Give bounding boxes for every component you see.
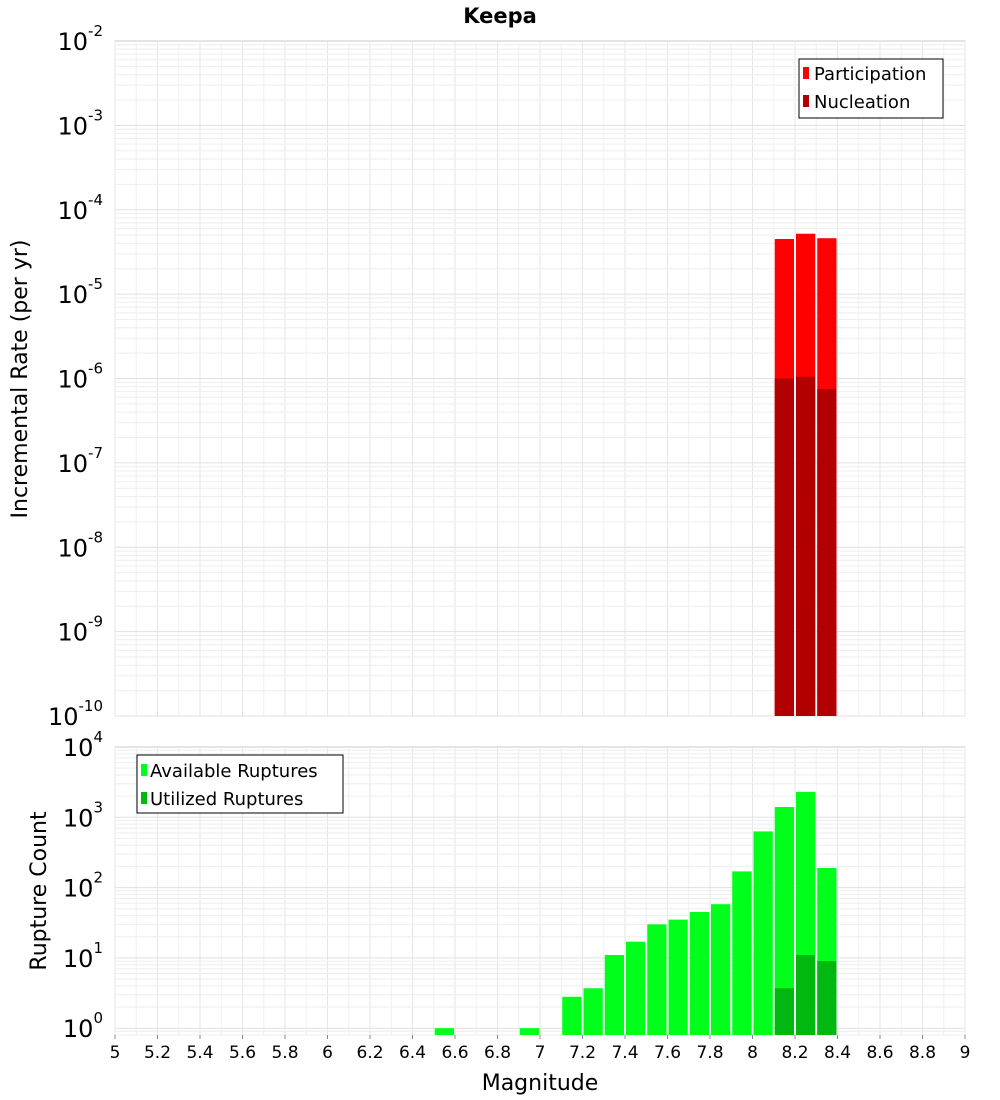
- x-axis-label: Magnitude: [482, 1071, 599, 1096]
- x-tick-label: 7.2: [569, 1043, 596, 1063]
- x-tick-label: 8: [747, 1043, 758, 1063]
- x-tick-label: 5.2: [144, 1043, 171, 1063]
- legend-participation-swatch: [803, 67, 809, 79]
- top-y-tick-label: 10-4: [57, 191, 103, 225]
- bottom-y-tick-label: 102: [63, 869, 103, 903]
- bottom-bar-available-ruptures: [626, 941, 646, 1035]
- x-tick-label: 5: [110, 1043, 121, 1063]
- x-ticks: 5 5.2 5.4 5.6 5.8 6 6.2 6.4 6.6 6.8 7 7.2 7.4 7.6 7.8 8…: [110, 1035, 971, 1063]
- top-y-tick-label: 10-9: [57, 613, 103, 647]
- bottom-bar-available-ruptures: [668, 919, 688, 1035]
- bottom-bar-available-ruptures: [647, 924, 667, 1035]
- x-tick-label: 5.4: [186, 1043, 213, 1063]
- bottom-y-tick-label: 100: [63, 1009, 103, 1043]
- top-y-tick-label: 10-7: [57, 444, 103, 478]
- bottom-y-axis-label: Rupture Count: [27, 811, 52, 971]
- x-tick-label: 8.6: [866, 1043, 893, 1063]
- bottom-bar-available-ruptures: [711, 904, 731, 1035]
- bottom-y-tick-label: 104: [63, 728, 103, 762]
- top-plot: 10-10 10-9 10-8 10-7 10-6 10-5 10-4 10-3 10-2 In…: [8, 22, 966, 731]
- x-tick-label: 8.4: [824, 1043, 851, 1063]
- bottom-legend-box: [136, 754, 344, 814]
- top-y-ticks: 10-10 10-9 10-8 10-7 10-6 10-5 10-4 10-3 10-2: [48, 22, 103, 731]
- x-tick-label: 7.4: [611, 1043, 638, 1063]
- top-legend-box: [798, 58, 944, 119]
- bottom-bar-available-ruptures: [732, 871, 752, 1035]
- legend-utilized-swatch: [141, 792, 147, 804]
- top-legend: Participation Nucleation: [798, 58, 944, 119]
- top-y-tick-label: 10-8: [57, 528, 103, 562]
- legend-participation-label: Participation: [814, 64, 926, 85]
- top-y-tick-label: 10-3: [57, 106, 103, 140]
- bottom-bar-available-ruptures: [604, 954, 624, 1035]
- top-y-tick-label: 10-6: [57, 360, 103, 394]
- top-bar-nucleation: [796, 376, 816, 716]
- top-grid: [114, 41, 966, 717]
- bottom-y-tick-label: 103: [63, 798, 103, 832]
- x-tick-label: 6.8: [484, 1043, 511, 1063]
- x-tick-label: 6.4: [399, 1043, 426, 1063]
- bottom-y-ticks: 100 101 102 103 104: [63, 728, 103, 1043]
- x-tick-label: 8.8: [909, 1043, 936, 1063]
- bottom-bar-utilized-ruptures: [796, 954, 816, 1035]
- x-tick-label: 5.6: [229, 1043, 256, 1063]
- x-tick-label: 7.8: [696, 1043, 723, 1063]
- bottom-bar-utilized-ruptures: [774, 988, 794, 1035]
- bottom-bar-available-ruptures: [689, 911, 709, 1035]
- bottom-bar-available-ruptures: [562, 996, 582, 1035]
- x-tick-label: 6.2: [356, 1043, 383, 1063]
- legend-available-swatch: [141, 764, 147, 776]
- bottom-bar-available-ruptures: [753, 831, 773, 1035]
- x-tick-label: 6: [322, 1043, 333, 1063]
- top-y-axis-label: Incremental Rate (per yr): [8, 240, 33, 519]
- legend-available-label: Available Ruptures: [150, 761, 318, 782]
- top-y-tick-label: 10-5: [57, 275, 103, 309]
- bottom-bar-available-ruptures: [519, 1028, 539, 1035]
- legend-nucleation-label: Nucleation: [814, 92, 910, 113]
- bottom-plot: 100 101 102 103 104 5 5.2 5.4 5.6 5.8 6 6.2 6.4 6.6 6…: [27, 728, 970, 1096]
- top-bar-nucleation: [774, 378, 794, 716]
- bottom-bar-available-ruptures: [583, 988, 603, 1035]
- x-tick-label: 8.2: [781, 1043, 808, 1063]
- bottom-bars: [434, 791, 837, 1035]
- top-bars: [774, 233, 837, 716]
- legend-nucleation-swatch: [803, 95, 809, 107]
- bottom-bar-available-ruptures: [434, 1028, 454, 1035]
- x-tick-label: 5.8: [271, 1043, 298, 1063]
- x-tick-label: 6.6: [441, 1043, 468, 1063]
- top-y-tick-label: 10-10: [48, 697, 103, 731]
- bottom-bar-available-ruptures: [774, 807, 794, 1035]
- bottom-bar-utilized-ruptures: [817, 961, 837, 1035]
- top-y-tick-label: 10-2: [57, 22, 103, 56]
- top-bar-nucleation: [817, 389, 837, 716]
- x-tick-label: 7.6: [654, 1043, 681, 1063]
- legend-utilized-label: Utilized Ruptures: [150, 789, 303, 810]
- chart-title: Keepa: [463, 4, 537, 28]
- bottom-legend: Available Ruptures Utilized Ruptures: [136, 754, 344, 814]
- x-tick-label: 7: [535, 1043, 546, 1063]
- bottom-y-tick-label: 101: [63, 939, 103, 973]
- x-tick-label: 9: [960, 1043, 971, 1063]
